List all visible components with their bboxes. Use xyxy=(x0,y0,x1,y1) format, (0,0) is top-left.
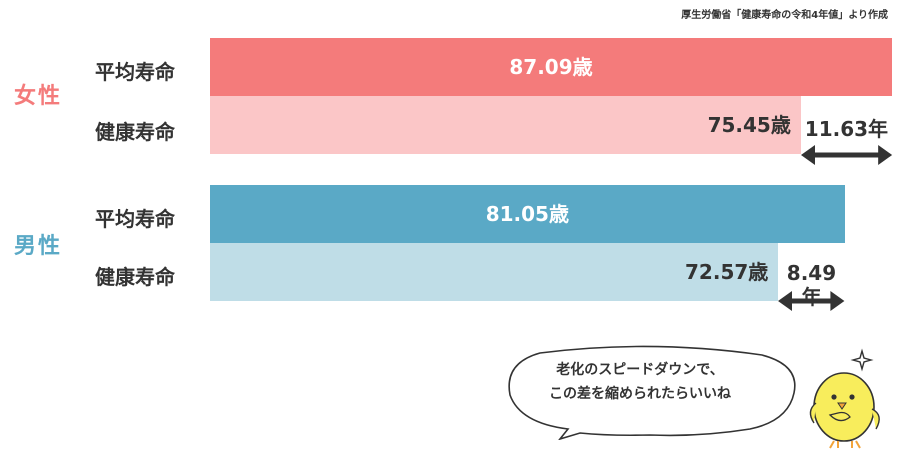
source-note: 厚生労働省「健康寿命の令和4年値」より作成 xyxy=(681,10,888,21)
value-label-male-healthy: 72.57歳 xyxy=(685,260,769,284)
group-label-male: 男性 xyxy=(14,234,63,259)
bar-female-healthy-life xyxy=(210,96,801,154)
speech-bubble-line-1: 老化のスピードダウンで、 xyxy=(556,362,724,378)
gap-label-female: 11.63年 xyxy=(804,117,889,141)
gap-arrow-head-left xyxy=(800,145,815,165)
group-label-female: 女性 xyxy=(14,84,63,109)
speech-bubble-line-2: この差を縮められたらいいね xyxy=(549,386,731,402)
value-label-female-healthy: 75.45歳 xyxy=(707,113,791,137)
value-label-male-average: 81.05歳 xyxy=(485,202,569,226)
bar-male-average-life xyxy=(210,185,845,243)
value-label-female-average: 87.09歳 xyxy=(509,55,593,79)
gap-arrow-male xyxy=(778,291,845,311)
speech-bubble-text: 老化のスピードダウンで、 この差を縮められたらいいね xyxy=(520,358,760,406)
gap-arrow-head-left xyxy=(778,291,793,311)
chick-mascot-icon xyxy=(809,348,880,449)
gap-arrow-female xyxy=(800,145,892,165)
row-label-male-healthy: 健康寿命 xyxy=(95,265,175,289)
bar-male-healthy-life xyxy=(210,243,779,301)
gap-arrow-head-right xyxy=(877,145,892,165)
gap-arrow-head-right xyxy=(830,291,845,311)
speech-bubble xyxy=(508,345,796,440)
row-label-female-healthy: 健康寿命 xyxy=(95,120,175,144)
row-label-female-average: 平均寿命 xyxy=(95,60,175,84)
bar-female-average-life xyxy=(210,38,892,96)
row-label-male-average: 平均寿命 xyxy=(95,207,175,231)
